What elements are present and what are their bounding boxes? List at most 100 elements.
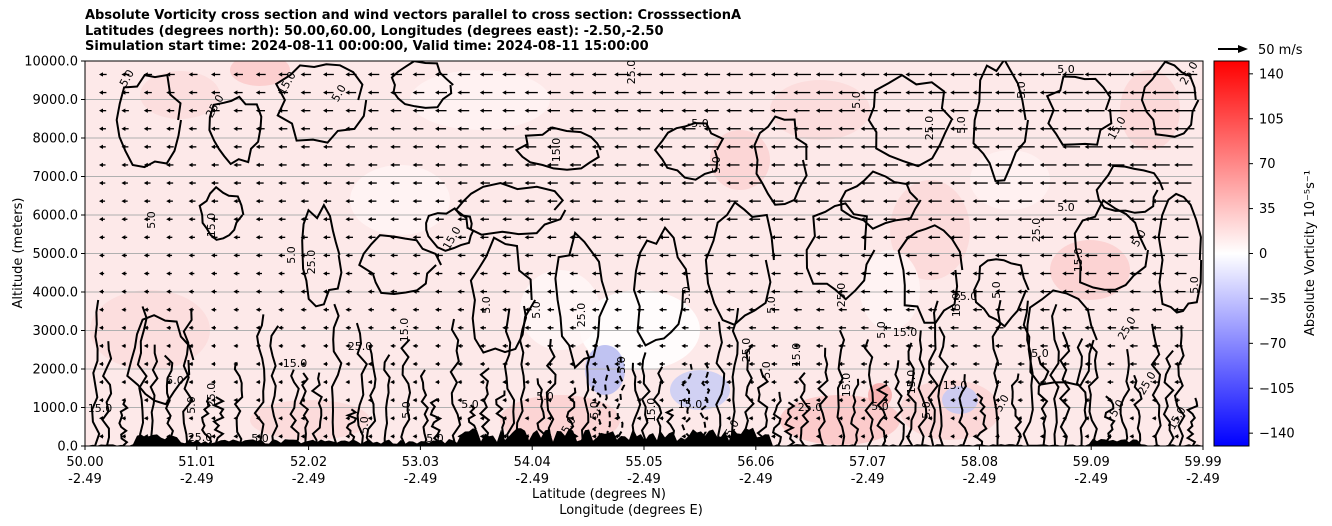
wind-arrow-1007: [1151, 72, 1175, 77]
wind-arrow-307: [412, 198, 422, 204]
wind-arrow-head: [726, 271, 731, 276]
wind-arrow-427: [547, 307, 555, 312]
wind-arrow-head: [211, 198, 215, 204]
wind-arrow-493: [614, 253, 624, 258]
wind-arrow-head: [323, 162, 327, 168]
wind-arrow-head: [1129, 235, 1134, 240]
wind-arrow-568: [703, 416, 709, 421]
wind-arrow-14: [99, 180, 106, 186]
wind-arrow-head: [233, 72, 238, 77]
contour-loop-19: [973, 258, 1030, 328]
wind-arrow-897: [1039, 162, 1057, 168]
wind-arrow-846: [995, 325, 1004, 331]
wind-arrow-head: [1107, 379, 1111, 385]
wind-arrow-head: [99, 235, 103, 240]
wind-arrow-head: [1039, 126, 1044, 131]
wind-arrow-head: [591, 361, 596, 367]
wind-arrow-883: [1039, 416, 1045, 421]
wind-arrow-526: [659, 416, 664, 421]
wind-arrow-448: [569, 307, 577, 312]
wind-arrow-181: [278, 198, 286, 204]
wind-arrow-head: [412, 235, 417, 240]
wind-arrow-head: [211, 307, 215, 312]
wind-arrow-head: [636, 361, 641, 367]
wind-arrow-46: [143, 361, 149, 367]
x-tick-lon-4: -2.49: [515, 472, 549, 487]
wind-arrow-684: [815, 217, 828, 222]
wind-arrow-head: [681, 416, 686, 421]
wind-arrow-11: [99, 235, 105, 240]
wind-arrow-head: [390, 434, 395, 439]
wind-arrow-head: [815, 434, 820, 439]
wind-arrow-head: [166, 235, 171, 240]
wind-arrow-head: [323, 289, 327, 294]
wind-arrow-834: [972, 162, 989, 168]
wind-arrow-head: [1039, 198, 1044, 204]
wind-arrow-head: [860, 416, 865, 421]
wind-arrow-715: [860, 416, 866, 421]
contour-72: [1150, 323, 1162, 446]
wind-arrow-594: [726, 325, 734, 331]
contour-label-7: 25.0: [798, 401, 823, 414]
wind-arrow-434: [547, 180, 558, 186]
wind-arrow-head: [614, 397, 619, 403]
wind-arrow-head: [905, 108, 910, 113]
wind-arrow-821: [972, 397, 978, 403]
wind-arrow-head: [569, 289, 574, 294]
wind-arrow-465: [591, 379, 597, 385]
wind-arrow-head: [390, 144, 395, 150]
wind-arrow-head: [233, 126, 238, 131]
wind-arrow-head: [412, 361, 417, 367]
wind-arrow-280: [390, 307, 397, 312]
wind-arrow-848: [995, 289, 1006, 294]
wind-arrow-head: [748, 271, 753, 276]
wind-arrow-582: [703, 162, 717, 168]
contour-38: [652, 366, 664, 446]
wind-arrow-head: [860, 235, 865, 240]
wind-arrow-267: [367, 162, 378, 168]
contour-label-48: 15.0: [1072, 248, 1085, 273]
wind-arrow-547: [681, 416, 686, 421]
wind-arrow-706: [838, 198, 852, 204]
wind-arrow-786: [927, 271, 939, 276]
wind-arrow-395: [502, 126, 515, 131]
wind-arrow-head: [927, 72, 932, 77]
contour-9: [233, 362, 244, 446]
wind-arrow-head: [659, 108, 663, 113]
wind-arrow-428: [547, 289, 555, 294]
wind-arrow-455: [569, 180, 581, 186]
wind-arrow-406: [524, 307, 532, 312]
wind-arrow-419: [524, 72, 539, 77]
wind-arrow-head: [1129, 108, 1134, 113]
wind-arrow-head: [838, 72, 843, 77]
wind-arrow-head: [166, 72, 171, 77]
wind-arrow-head: [659, 90, 663, 95]
wind-arrow-447: [569, 325, 577, 331]
wind-arrow-234: [345, 379, 350, 385]
contour-loop-27: [126, 314, 195, 406]
wind-arrow-head: [793, 271, 798, 276]
wind-arrow-751: [883, 144, 899, 150]
wind-arrow-head: [1107, 416, 1111, 421]
wind-arrow-150: [255, 379, 261, 385]
wind-arrow-head: [614, 72, 619, 77]
contour-31: [565, 387, 579, 446]
contour-label-39: 25.0: [575, 303, 588, 328]
wind-arrow-head: [905, 180, 910, 186]
wind-arrow-head: [166, 343, 171, 349]
title-line-2: Latitudes (degrees north): 50.00,60.00, …: [85, 23, 664, 39]
wind-arrow-187: [278, 90, 289, 95]
wind-arrow-878: [1017, 126, 1036, 131]
wind-arrow-367: [479, 253, 488, 258]
wind-arrow-head: [838, 434, 843, 439]
wind-arrow-head: [569, 361, 574, 367]
wind-arrow-22: [121, 416, 126, 421]
wind-arrow-head: [838, 144, 843, 150]
wind-arrow-head: [793, 253, 798, 258]
wind-arrow-head: [927, 235, 932, 240]
wind-arrow-head: [972, 144, 977, 150]
x-tick-lon-2: -2.49: [292, 472, 326, 487]
wind-arrow-823: [972, 361, 980, 367]
quiver-key-arrowhead: [1238, 45, 1248, 53]
wind-arrow-head: [479, 162, 484, 168]
